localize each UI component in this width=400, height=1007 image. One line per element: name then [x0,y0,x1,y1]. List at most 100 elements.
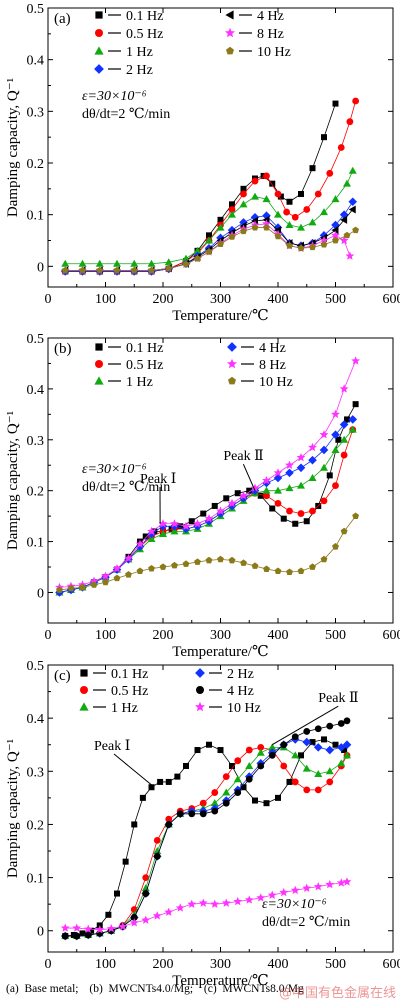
y-tick-label: 0 [37,925,44,940]
data-point [129,918,139,927]
data-point [61,266,69,274]
data-point [320,555,328,563]
data-point [204,514,214,523]
peak-arrow-2 [242,463,256,491]
x-tick-label: 300 [210,292,231,307]
data-point [332,100,339,107]
data-point [217,747,224,754]
x-tick-label: 0 [45,957,52,972]
data-point [67,584,75,592]
data-point [256,748,265,756]
data-point [147,526,156,536]
y-tick-label: 0.5 [27,332,45,347]
data-point [130,259,139,267]
data-point [332,236,339,244]
data-point [79,930,86,937]
data-point [106,924,116,933]
data-point [193,246,202,254]
caption-a: (a) Base metal; [6,983,79,995]
data-point [222,788,231,796]
data-point [263,172,270,180]
legend-label: 8 Hz [259,358,286,373]
x-axis-title: Temperature/℃ [172,308,269,324]
data-point [135,539,145,548]
data-point [331,195,340,203]
data-point [341,747,348,754]
data-point [148,266,155,274]
data-point [268,751,276,759]
legend-marker [95,11,103,19]
y-tick-label: 0.2 [27,485,45,500]
data-point [217,240,224,248]
legend-label: 0.1 Hz [111,667,148,682]
legend-label: 0.1 Hz [126,9,163,24]
data-point [229,762,235,769]
data-point [216,509,225,518]
data-point [141,915,151,924]
y-tick-label: 0.2 [27,157,45,172]
data-point [314,190,322,198]
legend: 0.1 Hz 0.5 Hz 1 Hz 4 Hz 8 Hz 10 Hz [94,341,293,390]
legend-marker [225,10,234,20]
legend-marker [94,46,104,55]
data-point [309,507,316,515]
legend-marker [95,360,103,368]
series-line [59,403,356,593]
data-point [158,519,168,528]
data-point [199,810,207,818]
data-point [227,498,237,508]
data-point [141,884,150,892]
data-point [297,223,305,231]
data-point [263,800,270,807]
series-10hz [60,877,352,934]
y-axis-title: Damping capacity, Q⁻¹ [5,739,21,878]
data-point [285,484,294,492]
data-point [114,890,120,897]
data-point [60,923,70,932]
x-tick-label: 600 [383,628,400,643]
data-point [326,169,334,177]
data-point [296,452,306,462]
x-tick-label: 200 [153,628,174,643]
legend-label: 2 Hz [126,63,153,78]
data-point [274,190,282,198]
data-point [122,858,129,865]
data-point [280,515,287,522]
x-axis-title: Temperature/℃ [172,644,269,660]
legend-label: 4 Hz [257,9,284,24]
data-point [314,786,322,794]
data-point [165,821,173,828]
caption-c: (c) MWCNTs8.0/Mg [203,983,304,995]
data-point [320,463,328,471]
data-point [331,430,340,439]
legend-marker [94,64,104,74]
data-point [205,236,213,244]
legend-label: 4 Hz [227,684,254,699]
data-point [303,728,311,735]
data-point [319,445,329,455]
data-point [142,890,150,897]
data-point [217,555,224,563]
x-tick-label: 0 [45,292,52,307]
data-point [296,463,306,473]
data-point [210,799,219,807]
legend-marker [94,376,104,385]
data-point [210,899,220,908]
data-point [217,216,224,223]
legend-label: 1 Hz [111,701,138,716]
data-point [273,468,283,477]
data-point [95,259,104,267]
data-point [348,415,358,424]
data-point [297,567,305,575]
data-point [148,564,155,572]
data-point [325,879,335,889]
strain-annotation: ε=30×10⁻⁶ [82,89,147,104]
data-point [274,210,282,218]
data-point [302,737,312,747]
series-line [65,103,336,272]
data-point [83,924,93,933]
x-axis-title: Temperature/℃ [172,973,269,989]
data-point [205,248,213,255]
plot-frame [47,664,394,953]
